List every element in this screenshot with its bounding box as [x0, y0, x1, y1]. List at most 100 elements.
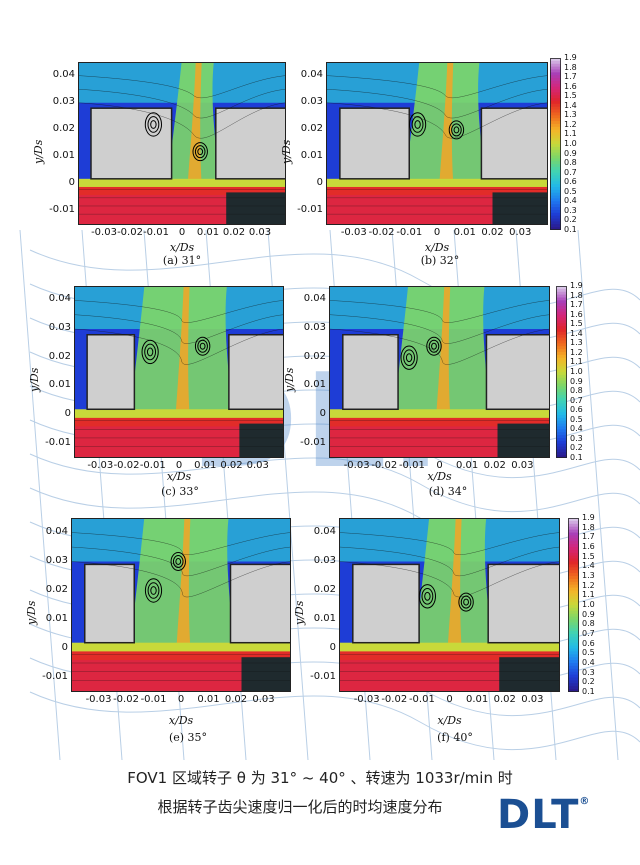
- colorbar-segment: [556, 403, 567, 407]
- colorbar-segment: [568, 628, 579, 632]
- colorbar-segment: [550, 149, 561, 154]
- colorbar-segment: [556, 306, 567, 310]
- colorbar-tick-label: 0.3: [570, 433, 583, 443]
- colorbar-segment: [556, 329, 567, 333]
- colorbar-segment: [550, 98, 561, 102]
- left-blade: [342, 333, 399, 411]
- streamline: [339, 561, 560, 598]
- colorbar-segment: [550, 178, 561, 182]
- colorbar-tick-label: 1.2: [564, 119, 577, 129]
- vortex-ring: [400, 345, 418, 370]
- colorbar-tick-label: 1.6: [582, 542, 595, 551]
- contour-plot-a: [78, 62, 286, 225]
- colorbar-segment: [568, 657, 579, 661]
- x-tick-label: 0.02: [222, 227, 246, 238]
- colorbar-wrap: [556, 286, 567, 462]
- x-axis-label: x/Ds: [424, 241, 450, 254]
- colorbar-tick-label: 1.3: [564, 110, 577, 120]
- colorbar-segment: [556, 452, 567, 456]
- y-tick-label: -0.01: [42, 670, 68, 682]
- colorbar-tick-label: 0.8: [582, 619, 595, 629]
- colorbar-tick-label: 0.7: [582, 629, 595, 638]
- colorbar-segment: [556, 320, 567, 324]
- x-tick-label: 0.01: [465, 694, 489, 705]
- colorbar-segment: [550, 138, 561, 142]
- x-axis-label: x/Ds: [169, 241, 195, 254]
- right-blade: [485, 333, 550, 411]
- y-tick-label: 0.01: [45, 612, 68, 624]
- colorbar-segment: [568, 558, 579, 563]
- stator-block: [241, 657, 291, 692]
- colorbar-tick-label: 1.1: [570, 357, 583, 367]
- colorbar-segment: [556, 311, 567, 316]
- colorbar-segment: [568, 686, 579, 690]
- colorbar-segment: [556, 288, 567, 293]
- colorbar-segment: [568, 578, 579, 583]
- contour-plot-d: [329, 286, 550, 458]
- right-blade: [215, 107, 286, 180]
- y-tick-label: 0.03: [303, 322, 326, 333]
- y-tick-label: -0.01: [310, 670, 336, 682]
- colorbar-tick-label: 1.4: [570, 328, 583, 338]
- colorbar-segment: [550, 66, 561, 71]
- colorbar-tick-label: 0.2: [582, 677, 595, 687]
- colorbar-segment: [556, 386, 567, 390]
- x-tick-label: -0.02: [117, 227, 143, 238]
- x-tick-label: 0: [436, 460, 443, 471]
- streamline: [329, 300, 550, 323]
- colorbar-segment: [550, 158, 561, 162]
- colorbar-segment: [568, 596, 579, 600]
- y-tick-label: 0.01: [300, 150, 323, 162]
- colorbar-frame: [568, 518, 579, 692]
- colorbar-segment: [568, 573, 579, 577]
- colorbar-tick-label: 1.3: [570, 338, 583, 348]
- colorbar-segment: [568, 689, 579, 693]
- panel-caption: (c) 33°: [161, 485, 199, 498]
- colorbar-segment: [568, 605, 579, 609]
- x-axis-label: x/Ds: [168, 714, 194, 727]
- x-tick-label: -0.03: [340, 227, 367, 238]
- colorbar-tick-label: 1.6: [564, 81, 577, 91]
- streamline: [78, 102, 286, 139]
- colorbar-segment: [550, 123, 561, 128]
- colorbar-segment: [550, 69, 561, 73]
- vortex-ring: [408, 112, 427, 137]
- colorbar-tick-label: 0.2: [570, 443, 583, 453]
- x-tick-label: 0.01: [455, 460, 479, 471]
- colorbar-segment: [556, 443, 567, 448]
- x-tick-label: -0.01: [398, 460, 425, 471]
- shear-layer: [339, 642, 560, 652]
- x-tick-label: 0: [446, 694, 453, 705]
- dlt-logo: DLT®: [497, 792, 590, 838]
- colorbar-segment: [550, 192, 561, 197]
- colorbar-segment: [550, 166, 561, 171]
- colorbar-segment: [550, 215, 561, 220]
- vortex-ring: [194, 145, 206, 159]
- colorbar-segment: [568, 663, 579, 667]
- colorbar-segment: [550, 103, 561, 108]
- colorbar-segment: [568, 549, 579, 554]
- colorbar-tick-label: 1.2: [582, 580, 595, 590]
- x-tick-label: -0.02: [368, 227, 395, 238]
- y-axis-label: y/Ds: [25, 600, 38, 625]
- plot-frame: [339, 518, 560, 692]
- y-tick-label: 0.04: [52, 68, 75, 80]
- x-tick-label: 0: [175, 460, 183, 471]
- vortex-ring: [418, 584, 437, 609]
- vortex-ring: [403, 349, 416, 366]
- background-line: [29, 487, 640, 547]
- x-tick-label: 0: [177, 694, 185, 705]
- right-blade: [229, 563, 291, 644]
- colorbar-segment: [568, 631, 579, 635]
- x-tick-label: -0.02: [381, 694, 408, 705]
- streamline: [78, 75, 286, 99]
- colorbar-tick-label: 1.5: [582, 551, 595, 561]
- x-tick-label: -0.03: [85, 694, 112, 705]
- colorbar-tick-label: 1.9: [570, 281, 583, 290]
- y-tick-label: 0.04: [48, 293, 71, 305]
- colorbar-segment: [556, 449, 567, 453]
- colorbar-tick-label: 1.7: [570, 300, 583, 310]
- gap-jet-core: [447, 518, 462, 649]
- colorbar-segment: [550, 161, 561, 165]
- streamline: [74, 314, 284, 344]
